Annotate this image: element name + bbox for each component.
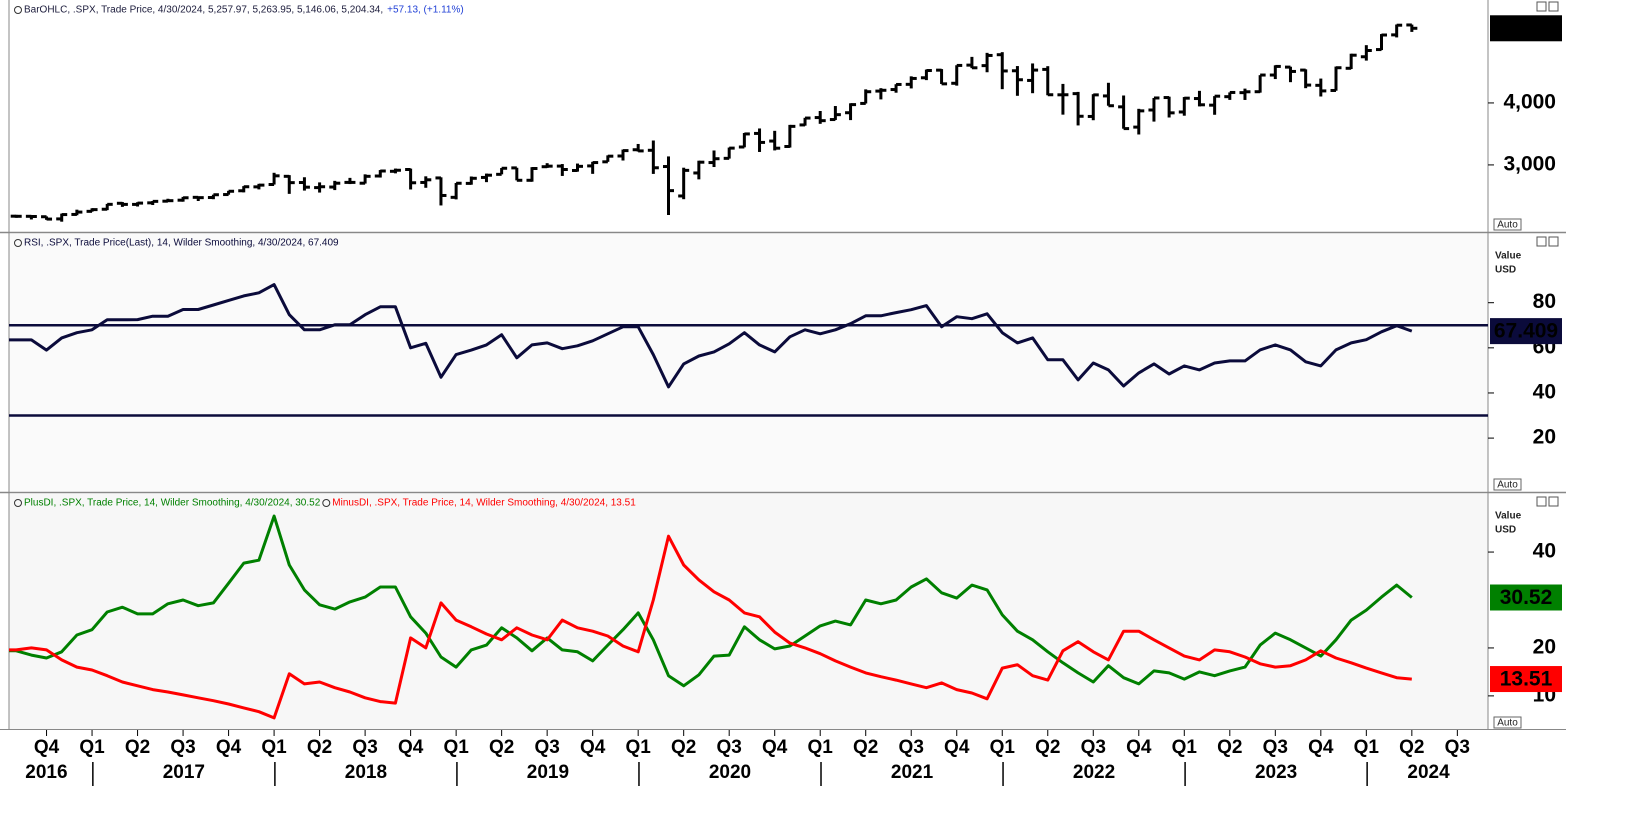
x-tick-label: Q2	[125, 737, 150, 758]
legend-icon	[322, 499, 331, 507]
y-tick-label: 80	[1533, 290, 1556, 313]
close-button[interactable]	[1548, 1, 1559, 12]
auto-button[interactable]	[1493, 218, 1522, 231]
x-tick-label: Q3	[170, 737, 195, 758]
x-tick-label: Q4	[762, 737, 788, 758]
legend-text: MinusDI, .SPX, Trade Price, 14, Wilder S…	[332, 498, 636, 509]
series-line	[9, 534, 1412, 720]
x-tick-label: Q3	[899, 737, 924, 758]
minimize-button[interactable]	[1536, 496, 1547, 507]
x-tick-label: Q2	[1217, 737, 1242, 758]
axis-unit: Value	[1495, 251, 1522, 262]
close-button[interactable]	[1548, 236, 1559, 247]
x-tick-label: Q4	[944, 737, 970, 758]
legend-icon	[14, 499, 22, 507]
rsi-panel	[9, 234, 1488, 491]
auto-label: Auto	[1497, 220, 1518, 231]
year-label: 2022	[1073, 762, 1115, 783]
year-label: 2021	[891, 762, 934, 783]
legend-change: +57.13, (+1.11%)	[387, 5, 464, 16]
auto-button[interactable]	[1493, 716, 1522, 729]
y-tick-label: 3,000	[1503, 152, 1556, 175]
value-label-box	[1490, 584, 1562, 611]
value-label-box	[1490, 15, 1562, 42]
x-tick-label: Q2	[671, 737, 696, 758]
legend-text: BarOHLC, .SPX, Trade Price, 4/30/2024, 5…	[24, 5, 383, 16]
value-label: 30.52	[1500, 586, 1553, 609]
year-label: 2023	[1255, 762, 1297, 783]
x-tick-label: Q3	[717, 737, 742, 758]
legend-icon	[14, 6, 22, 14]
x-tick-label: Q1	[1172, 737, 1198, 758]
panel-controls	[1536, 1, 1559, 507]
y-tick-label: 20	[1533, 635, 1556, 658]
y-tick-label: 20	[1533, 426, 1556, 449]
close-button[interactable]	[1548, 496, 1559, 507]
x-tick-label: Q4	[398, 737, 424, 758]
auto-button[interactable]	[1493, 478, 1522, 491]
x-tick-label: Q3	[534, 737, 559, 758]
value-label: 67.409	[1494, 320, 1558, 343]
di-panel	[9, 494, 1488, 729]
x-tick-label: Q1	[808, 737, 834, 758]
x-tick-label: Q3	[1445, 737, 1470, 758]
x-tick-label: Q4	[34, 737, 60, 758]
x-tick-label: Q2	[853, 737, 878, 758]
legend-text: PlusDI, .SPX, Trade Price, 14, Wilder Sm…	[24, 498, 321, 509]
price-panel	[9, 2, 1488, 231]
x-tick-label: Q2	[307, 737, 332, 758]
x-tick-label: Q2	[489, 737, 514, 758]
x-tick-label: Q1	[261, 737, 287, 758]
minimize-button[interactable]	[1536, 236, 1547, 247]
minimize-button[interactable]	[1536, 1, 1547, 12]
x-tick-label: Q3	[352, 737, 377, 758]
x-tick-label: Q1	[625, 737, 651, 758]
axis-unit: USD	[1495, 265, 1516, 276]
year-label: 2020	[709, 762, 751, 783]
year-label: 2019	[527, 762, 569, 783]
axis-unit: USD	[1495, 525, 1516, 536]
y-tick-label: 40	[1533, 540, 1556, 563]
legend-icon	[14, 239, 22, 247]
year-label: 2017	[163, 762, 205, 783]
x-tick-label: Q4	[1126, 737, 1152, 758]
x-tick-label: Q3	[1081, 737, 1106, 758]
x-tick-label: Q1	[990, 737, 1016, 758]
legend-text: RSI, .SPX, Trade Price(Last), 14, Wilder…	[24, 238, 339, 249]
value-label-box	[1490, 666, 1562, 693]
x-tick-label: Q2	[1399, 737, 1424, 758]
x-tick-label: Q1	[443, 737, 469, 758]
axis-unit: Value	[1495, 511, 1522, 522]
x-tick-label: Q1	[1354, 737, 1380, 758]
x-tick-label: Q3	[1263, 737, 1288, 758]
y-tick-label: 4,000	[1503, 90, 1556, 113]
x-tick-label: Q4	[1308, 737, 1334, 758]
x-tick-label: Q4	[216, 737, 242, 758]
value-label: 5,204.	[1492, 17, 1550, 40]
year-label: 2018	[345, 762, 387, 783]
x-tick-label: Q2	[1035, 737, 1060, 758]
auto-label: Auto	[1497, 718, 1518, 729]
value-label: 13.51	[1500, 668, 1553, 691]
value-label-box	[1490, 318, 1562, 345]
ohlc-bars	[10, 23, 1418, 222]
series-line	[9, 283, 1413, 389]
y-tick-label: 40	[1533, 381, 1556, 404]
year-label: 2016	[25, 762, 67, 783]
year-label: 2024	[1407, 762, 1450, 783]
x-tick-label: Q1	[79, 737, 105, 758]
x-tick-label: Q4	[580, 737, 606, 758]
auto-label: Auto	[1497, 480, 1518, 491]
series-line	[9, 514, 1413, 688]
